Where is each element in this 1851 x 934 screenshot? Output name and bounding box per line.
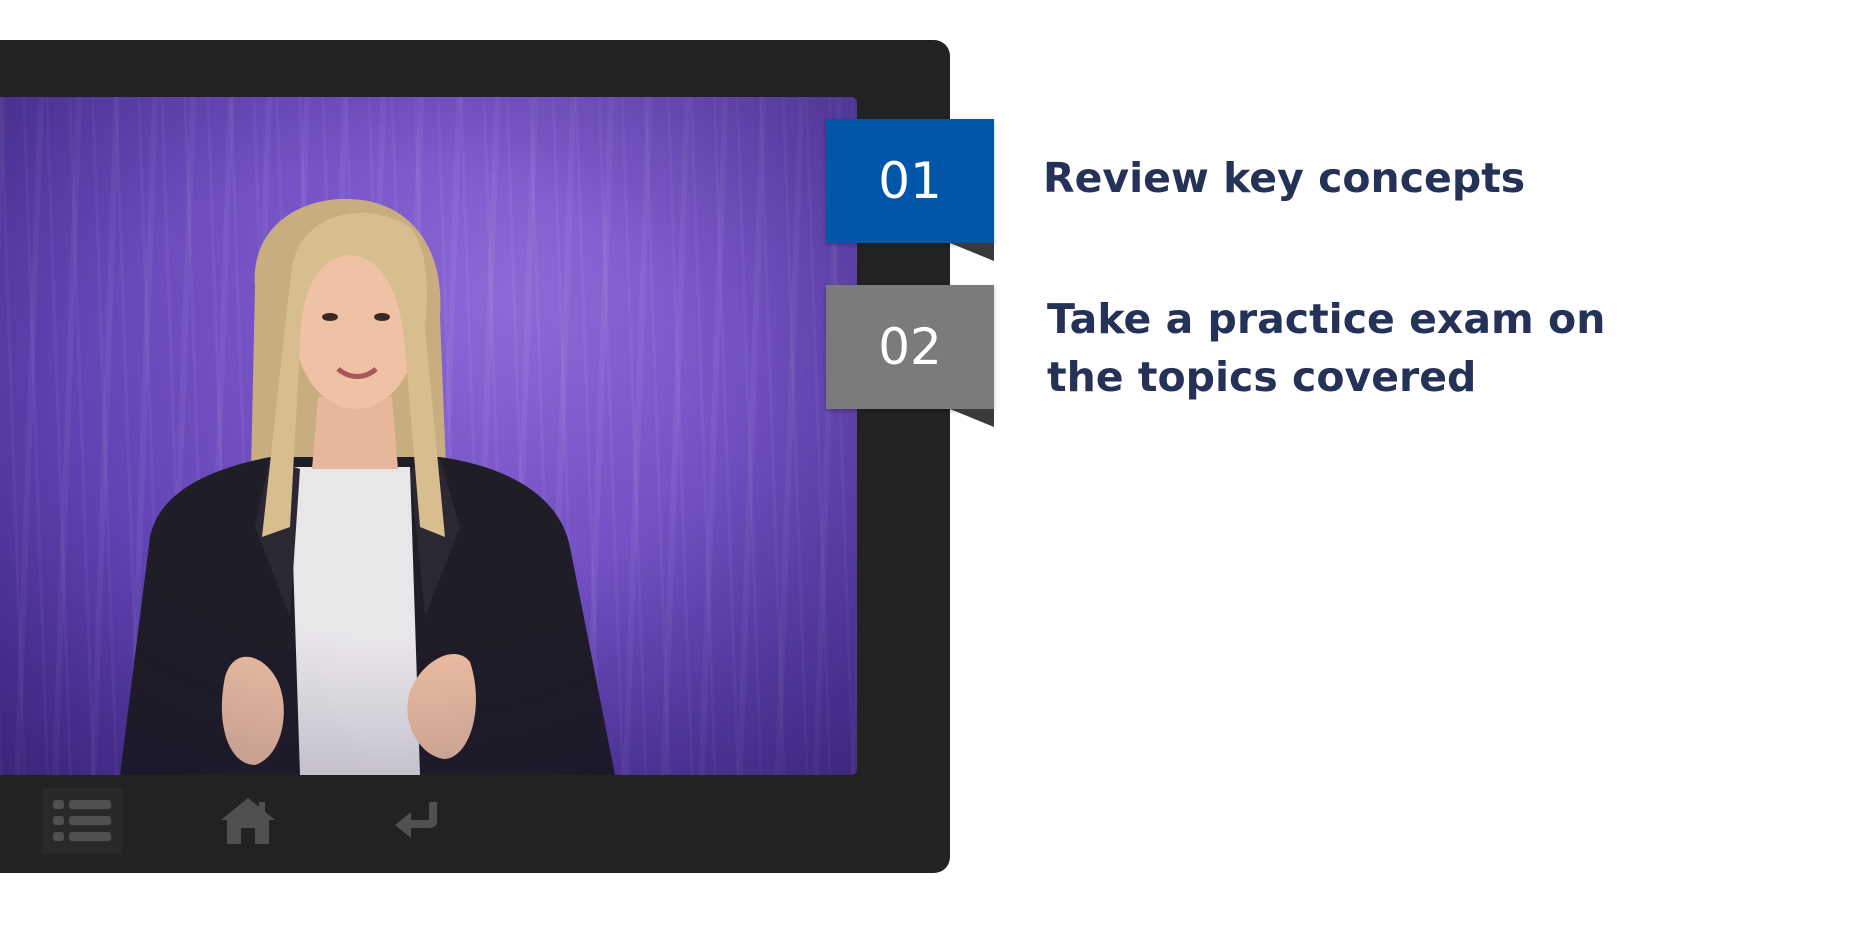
- video-vignette: [0, 97, 857, 775]
- return-arrow-icon: [395, 802, 437, 838]
- home-button[interactable]: [208, 788, 288, 854]
- step-number-badge-2: 02: [826, 285, 994, 409]
- video-control-bar: [0, 778, 930, 868]
- step-badge-fold-2: [950, 409, 994, 427]
- home-icon: [221, 798, 275, 844]
- step-label-2: Take a practice exam on the topics cover…: [1047, 295, 1606, 401]
- step-number-2: 02: [878, 318, 942, 376]
- video-player-frame: [0, 40, 950, 873]
- presenter-video-frame: [120, 198, 615, 775]
- step-number-1: 01: [878, 152, 942, 210]
- list-icon: [53, 800, 111, 841]
- step-number-badge-1: 01: [826, 119, 994, 243]
- back-button[interactable]: [378, 788, 458, 854]
- step-badge-fold-1: [950, 243, 994, 261]
- menu-button[interactable]: [42, 788, 122, 854]
- video-screen[interactable]: [0, 97, 857, 775]
- step-label-1: Review key concepts: [1043, 154, 1526, 202]
